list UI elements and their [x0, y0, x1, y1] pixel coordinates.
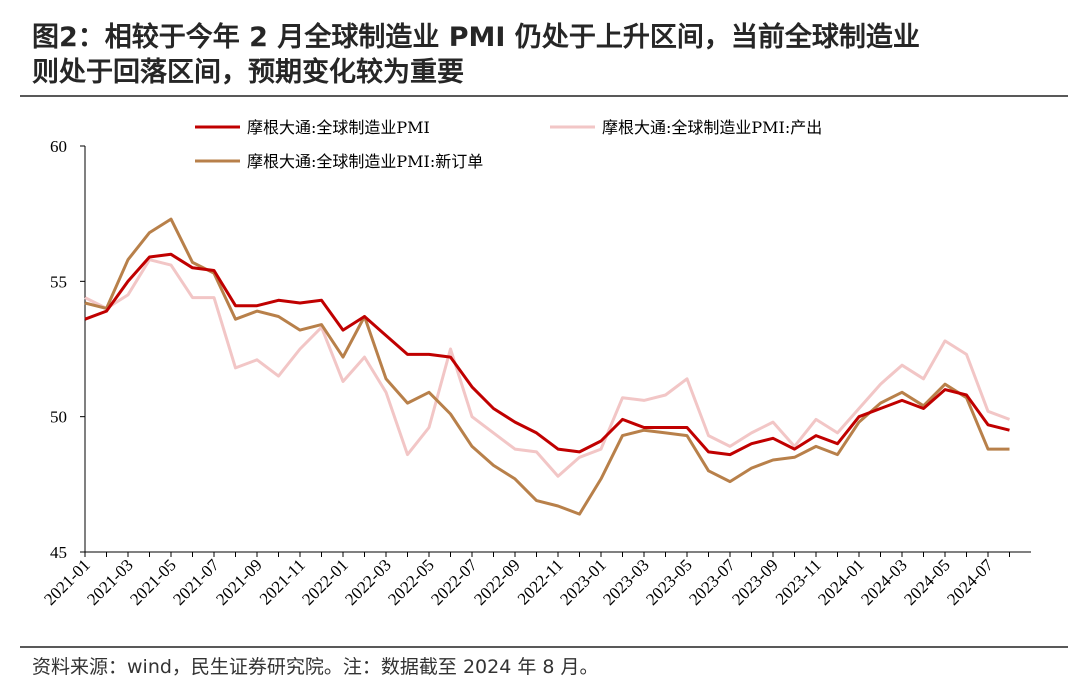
source-note: 资料来源：wind，民生证券研究院。注：数据截至 2024 年 8 月。: [32, 656, 599, 678]
x-tick-label: 2021-03: [83, 555, 137, 609]
x-tick-label: 2022-11: [514, 555, 567, 608]
x-tick-label: 2021-11: [256, 555, 309, 608]
x-tick-label: 2021-01: [40, 555, 94, 609]
x-tick-label: 2023-07: [685, 555, 739, 609]
legend-label: 摩根大通:全球制造业PMI:产出: [602, 118, 822, 137]
y-tick-label: 50: [50, 408, 67, 427]
x-tick-label: 2024-03: [857, 555, 911, 609]
x-tick-label: 2023-01: [556, 555, 610, 609]
x-tick-label: 2021-07: [169, 555, 223, 609]
x-tick-label: 2022-09: [470, 555, 524, 609]
x-tick-label: 2024-07: [943, 555, 997, 609]
chart-title: 图2：相较于今年 2 月全球制造业 PMI 仍处于上升区间，当前全球制造业: [32, 21, 920, 53]
x-tick-label: 2022-07: [427, 555, 481, 609]
x-tick-label: 2023-09: [728, 555, 782, 609]
x-tick-label: 2024-05: [900, 555, 954, 609]
x-tick-label: 2022-01: [298, 555, 352, 609]
y-tick-label: 60: [50, 137, 67, 156]
chart-title: 则处于回落区间，预期变化较为重要: [32, 56, 464, 88]
series-line: [84, 252, 1010, 457]
x-tick-label: 2023-05: [642, 555, 696, 609]
x-tick-label: 2022-03: [341, 555, 395, 609]
x-tick-label: 2022-05: [384, 555, 438, 609]
series-line: [84, 258, 1011, 478]
x-tick-label: 2023-11: [772, 555, 825, 608]
legend-label: 摩根大通:全球制造业PMI:新订单: [247, 152, 483, 171]
x-tick-label: 2021-09: [212, 555, 266, 609]
x-tick-label: 2024-01: [814, 555, 868, 609]
y-tick-label: 45: [50, 543, 67, 562]
legend-label: 摩根大通:全球制造业PMI: [247, 118, 430, 137]
series-line: [84, 217, 1010, 516]
x-tick-label: 2023-03: [599, 555, 653, 609]
x-tick-label: 2021-05: [126, 555, 180, 609]
y-tick-label: 55: [50, 272, 67, 291]
